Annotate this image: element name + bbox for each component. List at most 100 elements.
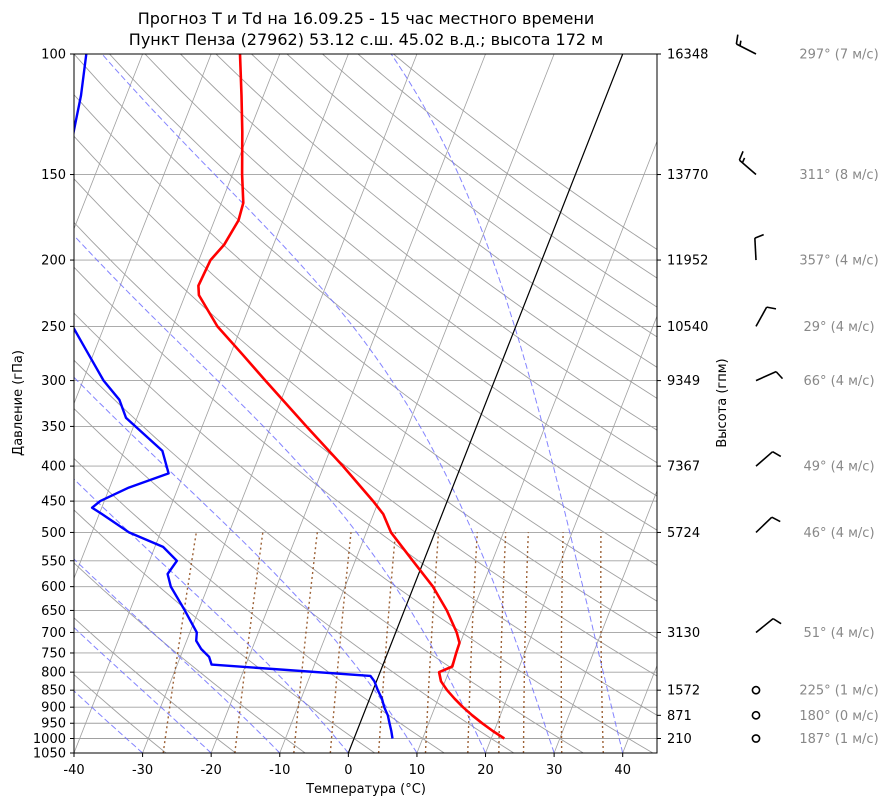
mixing-ratio-line (522, 532, 529, 753)
x-tick-label: 10 (409, 763, 426, 778)
wind-label: 49° (4 м/с) (803, 460, 874, 475)
dry-adiabat-lines (74, 54, 657, 753)
pressure-tick-label: 750 (41, 646, 66, 661)
pressure-tick-label: 350 (41, 420, 66, 435)
wind-label: 225° (1 м/с) (799, 684, 878, 699)
dry-adiabat (74, 408, 515, 753)
x-axis-ticks: -40 -30 -20 -10 0 10 20 30 40 (63, 753, 631, 778)
height-tick-label: 7367 (667, 460, 700, 475)
wind-barb-staff (755, 516, 773, 534)
calm-wind-marker (751, 734, 761, 743)
wind-barb-flag (771, 516, 781, 523)
dry-adiabat (74, 617, 236, 753)
wind-barb-staff (754, 238, 757, 261)
height-tick-label: 1572 (667, 684, 700, 699)
moist-adiabat (101, 54, 555, 753)
mixing-ratio-line (329, 532, 352, 753)
pressure-tick-label: 100 (41, 48, 66, 63)
pressure-tick-label: 250 (41, 320, 66, 335)
pressure-tick-label: 650 (41, 604, 66, 619)
isotherm-line (74, 54, 349, 753)
wind-barb-staff (755, 617, 774, 634)
y-axis-label: Давление (гПа) (11, 350, 26, 456)
pressure-tick-label: 450 (41, 495, 66, 510)
dry-adiabat (322, 54, 657, 308)
moist-adiabat (74, 234, 486, 753)
dry-adiabat (109, 54, 657, 497)
pressure-tick-label: 800 (41, 666, 66, 681)
dry-adiabat (74, 266, 657, 716)
wind-barb-staff (755, 370, 777, 382)
height-tick-label: 871 (667, 709, 692, 724)
wind-label: 29° (4 м/с) (803, 320, 874, 335)
pressure-tick-label: 400 (41, 460, 66, 475)
chart-title-line1: Прогноз T и Td на 16.09.25 - 15 час мест… (138, 9, 594, 28)
isotherm-line (553, 489, 657, 753)
wind-barb-half-flag (739, 40, 742, 46)
moist-adiabat (74, 690, 143, 753)
isotherm-line (0, 54, 5, 753)
height-tick-label: 9349 (667, 374, 700, 389)
pressure-tick-label: 950 (41, 717, 66, 732)
moist-adiabat (74, 558, 281, 753)
dry-adiabat (357, 54, 657, 279)
pressure-tick-label: 850 (41, 684, 66, 699)
dry-adiabat (286, 54, 657, 338)
isotherm-line (74, 54, 281, 580)
dry-adiabat (74, 312, 654, 753)
wind-barb-flag (766, 306, 777, 310)
wind-label: 297° (7 м/с) (799, 48, 878, 63)
mixing-ratio-line (600, 532, 604, 753)
wind-label: 180° (0 м/с) (799, 709, 878, 724)
height-tick-label: 210 (667, 732, 692, 747)
moist-adiabat (390, 54, 624, 753)
plot-area (0, 54, 657, 753)
x-tick-label: 0 (344, 763, 352, 778)
dry-adiabat (74, 509, 375, 753)
height-axis-label: Высота (гпм) (715, 358, 730, 447)
moist-adiabat-lines (74, 54, 624, 753)
dry-adiabat (74, 359, 584, 753)
wind-label: 51° (4 м/с) (803, 626, 874, 641)
mixing-ratio-lines (162, 532, 604, 753)
dry-adiabat (74, 135, 657, 602)
wind-barb-staff (755, 451, 774, 467)
temperature-line (197, 54, 506, 740)
wind-barb-staff (755, 306, 768, 327)
pressure-axis-ticks: 100 150 200 250 300 350 400 450 500 550 600 650 700 7… (33, 48, 74, 762)
height-tick-label: 5724 (667, 526, 700, 541)
x-tick-label: -30 (132, 763, 153, 778)
x-tick-label: -40 (63, 763, 84, 778)
x-tick-label: -20 (201, 763, 222, 778)
height-tick-label: 13770 (667, 168, 708, 183)
height-tick-label: 11952 (667, 254, 708, 269)
mixing-ratio-line (424, 532, 440, 753)
pressure-tick-label: 200 (41, 254, 66, 269)
pressure-tick-label: 300 (41, 374, 66, 389)
pressure-tick-label: 500 (41, 526, 66, 541)
dry-adiabat (74, 54, 657, 531)
height-tick-label: 3130 (667, 626, 700, 641)
wind-barb-flag (772, 617, 782, 625)
mixing-ratio-line (498, 532, 507, 753)
dry-adiabat (215, 54, 657, 399)
moist-adiabat (74, 478, 349, 753)
mixing-ratio-line (162, 532, 197, 753)
zero-isotherm-line (347, 54, 624, 753)
chart-title-line2: Пункт Пенза (27962) 53.12 с.ш. 45.02 в.д… (129, 30, 603, 49)
dry-adiabat (74, 457, 445, 753)
dry-adiabat (180, 54, 657, 431)
dry-adiabat (251, 54, 657, 368)
dry-adiabat (74, 221, 657, 677)
dewpoint-line (74, 54, 394, 739)
moist-adiabat (74, 626, 212, 753)
isotherm-line (210, 54, 486, 753)
pressure-tick-label: 900 (41, 701, 66, 716)
wind-label: 46° (4 м/с) (803, 526, 874, 541)
x-tick-label: 20 (477, 763, 494, 778)
isotherm-line (416, 140, 657, 753)
height-tick-label: 10540 (667, 320, 708, 335)
mixing-ratio-line (467, 532, 478, 753)
plot-frame (73, 53, 658, 754)
